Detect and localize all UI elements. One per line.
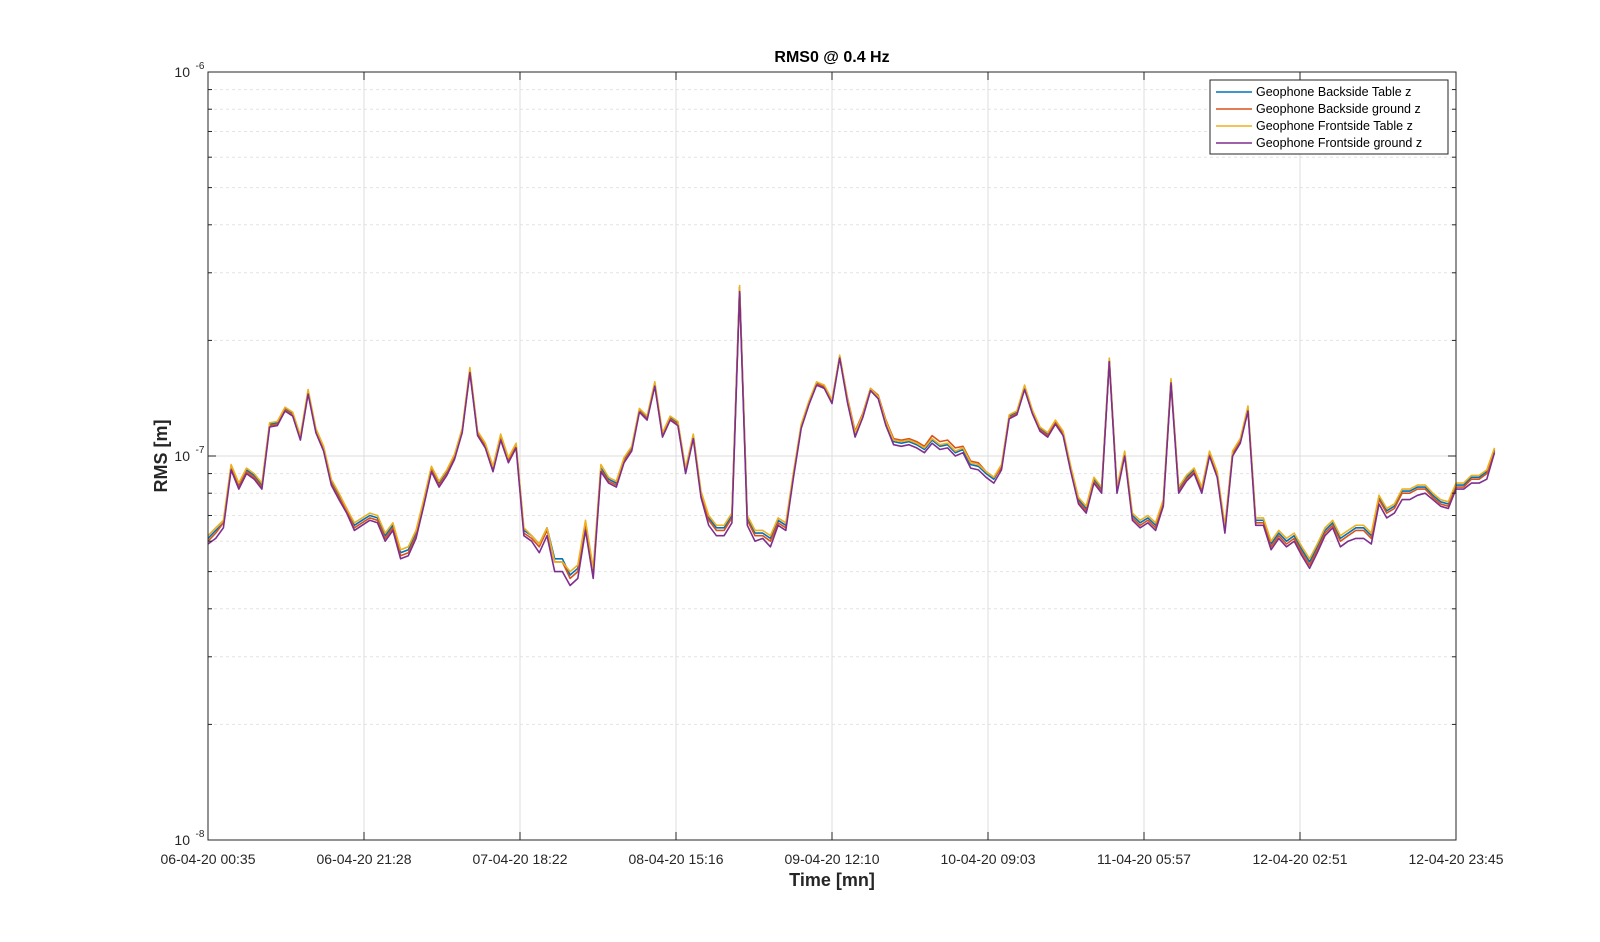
x-tick-label: 06-04-20 00:35 bbox=[161, 851, 256, 867]
y-tick-label: 10 bbox=[174, 64, 190, 80]
x-axis-label: Time [mn] bbox=[789, 870, 875, 890]
y-tick-labels: 10 -8 10 -7 10 -6 bbox=[174, 61, 204, 848]
y-tick-exponent: -6 bbox=[196, 61, 205, 72]
series-layer bbox=[207, 284, 1496, 587]
x-tick-label: 12-04-20 23:45 bbox=[1409, 851, 1504, 867]
legend-label: Geophone Frontside ground z bbox=[1256, 136, 1422, 150]
legend: Geophone Backside Table z Geophone Backsi… bbox=[1209, 79, 1449, 155]
legend-label: Geophone Backside Table z bbox=[1256, 85, 1411, 99]
x-tick-labels: 06-04-20 00:35 06-04-20 21:28 07-04-20 18:… bbox=[161, 851, 1504, 867]
legend-label: Geophone Frontside Table z bbox=[1256, 119, 1413, 133]
chart-title: RMS0 @ 0.4 Hz bbox=[774, 49, 889, 66]
series-line-3 bbox=[207, 284, 1496, 573]
x-tick-label: 09-04-20 12:10 bbox=[785, 851, 880, 867]
x-tick-label: 10-04-20 09:03 bbox=[941, 851, 1036, 867]
x-tick-label: 07-04-20 18:22 bbox=[473, 851, 568, 867]
y-tick-exponent: -7 bbox=[196, 445, 205, 456]
x-grid bbox=[363, 72, 1301, 840]
series-line-4 bbox=[207, 290, 1496, 587]
y-axis-label: RMS [m] bbox=[151, 420, 171, 493]
y-tick-label: 10 bbox=[174, 832, 190, 848]
x-tick-label: 12-04-20 02:51 bbox=[1253, 851, 1348, 867]
ticks-layer bbox=[207, 71, 1457, 841]
x-tick-label: 06-04-20 21:28 bbox=[317, 851, 412, 867]
x-tick-label: 11-04-20 05:57 bbox=[1097, 851, 1191, 867]
legend-label: Geophone Backside ground z bbox=[1256, 102, 1421, 116]
y-tick-label: 10 bbox=[174, 448, 190, 464]
x-tick-label: 08-04-20 15:16 bbox=[629, 851, 724, 867]
y-tick-exponent: -8 bbox=[196, 829, 205, 840]
